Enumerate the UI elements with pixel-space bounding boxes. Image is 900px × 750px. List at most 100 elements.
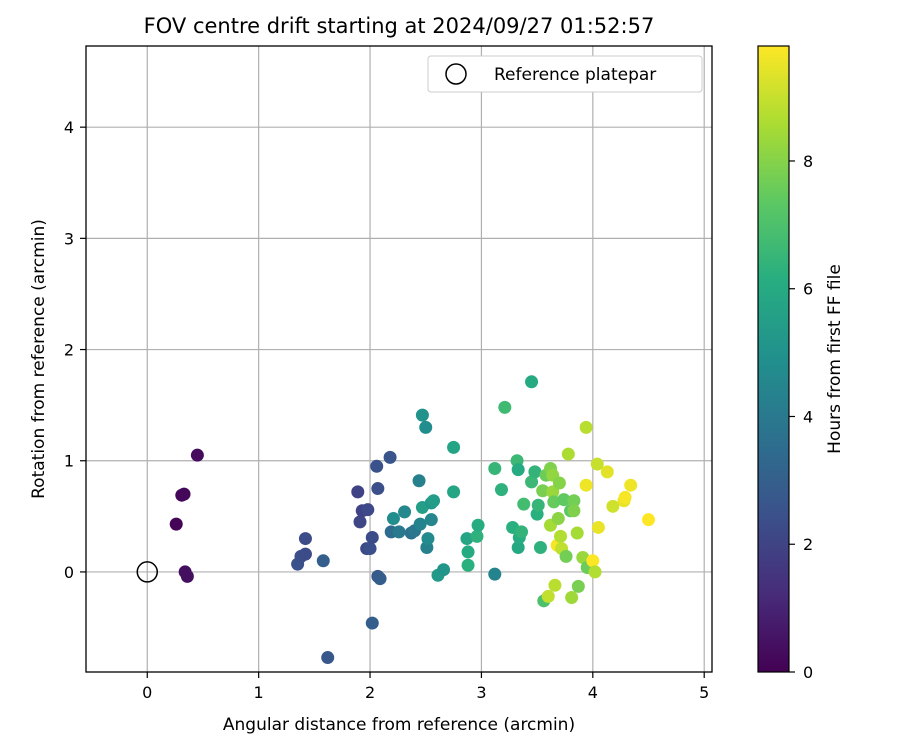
colorbar-ticks: 0 2 4 6 8 [789,152,813,682]
data-point [551,512,565,526]
data-point [571,579,585,593]
data-point [624,478,638,492]
x-tick-label: 3 [476,683,486,702]
data-point [588,565,602,579]
data-point [421,532,435,546]
data-point [541,589,555,603]
data-point [536,484,550,498]
legend-box [427,55,703,93]
data-point [567,504,581,518]
data-point [606,499,620,513]
data-point [461,545,475,559]
data-point [590,457,604,471]
data-point [547,495,561,509]
legend-label: Reference platepar [494,65,656,85]
colorbar-label: Hours from first FF file [825,264,845,454]
data-point [419,420,433,434]
data-point [548,578,562,592]
data-point [511,540,525,554]
grid-lines [86,46,712,672]
legend-marker [445,63,467,85]
y-axis-label: Rotation from reference (arcmin) [29,219,49,499]
data-point [533,540,547,554]
data-point [353,515,367,529]
plot-frame [85,45,713,673]
data-point [398,505,412,519]
data-point [618,490,632,504]
data-point [371,482,385,496]
x-tick-label: 1 [254,683,264,702]
data-point [642,513,656,527]
data-point [552,476,566,490]
reference-point-marker [136,561,159,583]
data-point [437,563,451,577]
colorbar-tick-label: 6 [803,280,813,299]
data-point [559,549,573,563]
legend: Reference platepar [427,55,703,93]
data-point [576,550,590,564]
data-point [415,408,429,422]
y-tick-label: 3 [64,229,74,248]
data-point [488,567,502,581]
data-point [525,475,539,489]
data-point [424,513,438,527]
data-point [447,485,461,499]
data-point [517,497,531,511]
data-point [386,512,400,526]
data-point [511,463,525,477]
data-point [373,572,387,586]
data-point [579,420,593,434]
data-point [561,447,575,461]
y-tick-label: 2 [64,341,74,360]
data-point [586,554,600,568]
y-tick-label: 0 [64,563,74,582]
data-point [412,474,426,488]
data-point [383,450,397,464]
data-point [570,526,584,540]
colorbar-tick-label: 8 [803,152,813,171]
y-tick-label: 1 [64,452,74,471]
data-point [177,487,191,501]
data-point [392,525,406,539]
data-point [488,462,502,476]
x-tick-label: 4 [588,683,598,702]
data-point [525,375,539,389]
data-points [169,375,656,665]
x-axis-label: Angular distance from reference (arcmin) [223,715,575,735]
data-point [316,554,330,568]
data-point [531,498,545,512]
x-tick-label: 2 [365,683,375,702]
data-point [494,483,508,497]
data-point [361,503,375,517]
y-tick-label: 4 [64,118,74,137]
data-point [365,616,379,630]
data-point [554,529,568,543]
colorbar-tick-label: 2 [803,535,813,554]
colorbar-tick-label: 4 [803,407,813,426]
x-axis-ticks: 0 1 2 3 4 5 [142,672,709,702]
data-point [190,448,204,462]
data-point [447,440,461,454]
data-point [567,494,581,508]
data-point [180,569,194,583]
data-point [557,493,571,507]
data-point [298,547,312,561]
data-point [169,517,183,531]
colorbar [757,45,790,673]
data-point [470,529,484,543]
data-point [460,532,474,546]
data-point [298,532,312,546]
x-tick-label: 0 [142,683,152,702]
data-point [546,485,560,499]
data-point [471,518,485,532]
data-point [591,520,605,534]
data-point [565,591,579,605]
colorbar-tick-label: 0 [803,663,813,682]
x-tick-label: 5 [699,683,709,702]
data-point [600,465,614,479]
data-point [363,542,377,556]
data-point [370,459,384,473]
chart-title: FOV centre drift starting at 2024/09/27 … [144,14,655,38]
data-point [461,558,475,572]
